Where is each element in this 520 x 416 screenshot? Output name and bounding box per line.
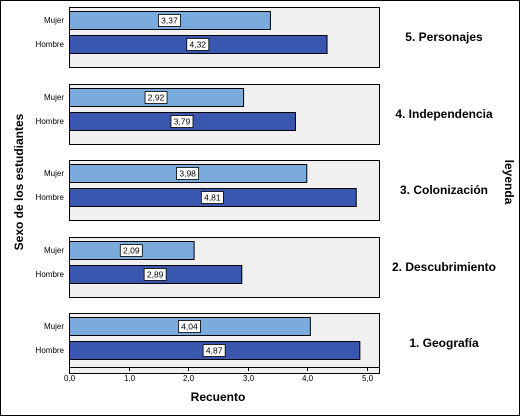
data-label: 2,09 xyxy=(123,246,140,256)
category-label: Mujer xyxy=(44,322,64,331)
panel-title: 1. Geografía xyxy=(409,336,479,350)
data-label: 3,37 xyxy=(161,16,178,26)
data-label: 3,79 xyxy=(174,117,191,127)
panel-title: 5. Personajes xyxy=(405,30,483,44)
x-tick-label: 1,0 xyxy=(124,374,136,383)
panel: Mujer 4,04 Hombre 4,87 1. Geografía xyxy=(36,313,479,374)
panel-title: 2. Descubrimiento xyxy=(392,260,496,274)
data-label-box xyxy=(143,268,167,281)
x-tick-label: 4,0 xyxy=(302,374,314,383)
category-label: Mujer xyxy=(44,16,64,25)
data-label: 2,89 xyxy=(147,270,164,280)
panel: Mujer 2,92 Hombre 3,79 4. Independencia xyxy=(36,84,493,145)
category-label: Hombre xyxy=(36,117,65,126)
panels: Mujer 3,37 Hombre 4,32 5. Personajes Mujer 2,9… xyxy=(36,7,496,374)
data-label: 4,87 xyxy=(206,346,223,356)
data-label: 3,98 xyxy=(179,169,196,179)
category-label: Hombre xyxy=(36,346,65,355)
data-label-box xyxy=(170,115,194,128)
data-label: 2,92 xyxy=(148,93,165,103)
data-label-box xyxy=(202,344,226,357)
x-tick-label: 5,0 xyxy=(362,374,374,383)
data-label-box xyxy=(178,320,201,333)
data-label: 4,32 xyxy=(189,40,206,50)
data-label-box xyxy=(144,91,168,104)
data-label-box xyxy=(186,38,210,51)
panel-title: 4. Independencia xyxy=(395,107,493,121)
category-label: Hombre xyxy=(36,193,65,202)
category-label: Hombre xyxy=(36,40,65,49)
data-label-box xyxy=(119,244,143,257)
data-label: 4,04 xyxy=(181,322,198,332)
x-tick-label: 2,0 xyxy=(183,374,195,383)
y-axis-title: Sexo de los estudiantes xyxy=(12,113,26,250)
category-label: Mujer xyxy=(44,93,64,102)
category-label: Mujer xyxy=(44,246,64,255)
x-tick-label: 0,0 xyxy=(64,374,76,383)
x-tick-label: 3,0 xyxy=(243,374,255,383)
category-label: Hombre xyxy=(36,270,65,279)
data-label: 4,81 xyxy=(204,193,221,203)
panel: Mujer 2,09 Hombre 2,89 2. Descubrimiento xyxy=(36,237,496,298)
panel: Mujer 3,37 Hombre 4,32 5. Personajes xyxy=(36,7,483,68)
data-label-box xyxy=(176,167,200,180)
category-label: Mujer xyxy=(44,169,64,178)
panel-axis-title: leyenda xyxy=(502,160,516,205)
x-axis: 0,0 1,0 2,0 3,0 4,0 5,0 xyxy=(64,367,379,383)
panel-title: 3. Colonización xyxy=(400,183,488,197)
panel: Mujer 3,98 Hombre 4,81 3. Colonización xyxy=(36,160,488,221)
data-label-box xyxy=(200,191,224,204)
x-axis-title: Recuento xyxy=(191,390,246,404)
data-label-box xyxy=(158,14,181,27)
